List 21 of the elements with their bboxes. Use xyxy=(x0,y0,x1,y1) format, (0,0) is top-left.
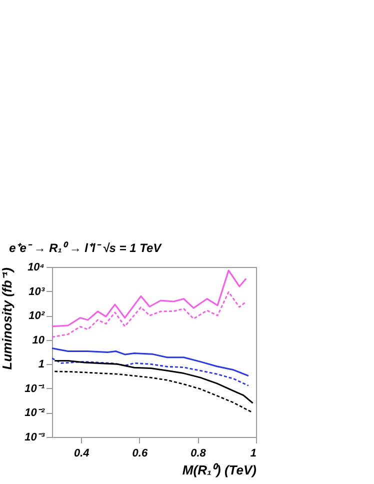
line-series xyxy=(52,348,250,377)
x-tick-label: 0.4 xyxy=(74,448,90,460)
x-tick-label: 0.6 xyxy=(132,448,148,460)
x-tick-label: 1 xyxy=(250,448,256,460)
line-series xyxy=(52,358,250,386)
chart-title: e⁺e⁻ → R₁⁰ → l⁺l⁻ √s = 1 TeV xyxy=(9,241,162,255)
y-tick-label: 10⁻³ xyxy=(24,432,45,444)
line-series xyxy=(54,370,254,414)
y-axis-title: Luminosity (fb⁻¹) xyxy=(0,268,15,370)
y-tick-label: 10⁻² xyxy=(24,407,45,420)
y-tick-label: 10⁻¹ xyxy=(24,382,45,395)
line-series xyxy=(52,270,247,328)
y-tick-label: 10 xyxy=(32,334,46,346)
y-tick-label: 10² xyxy=(28,310,45,322)
line-series xyxy=(54,360,254,404)
line-series xyxy=(52,291,247,338)
y-tick-label: 10⁴ xyxy=(28,262,45,274)
y-tick-label: 10³ xyxy=(28,286,45,298)
x-tick-label: 0.8 xyxy=(190,448,207,460)
x-axis-title: M(R₁⁰) (TeV) xyxy=(182,462,256,478)
y-tick-label: 1 xyxy=(38,358,44,371)
